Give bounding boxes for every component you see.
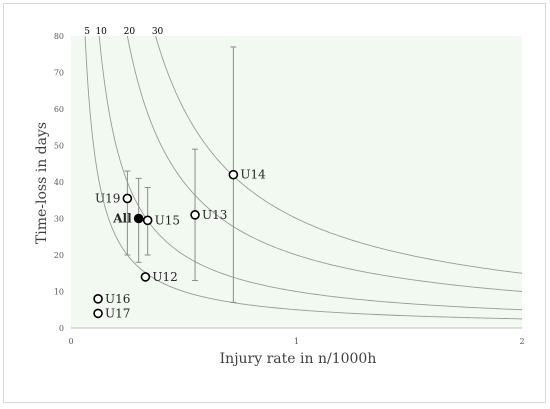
iso-curve-label-30: 30: [152, 27, 164, 37]
point-U15: [142, 215, 153, 226]
point-U14: [228, 169, 239, 180]
point-label-U13: U13: [202, 208, 227, 222]
data-points: [93, 169, 239, 319]
x-axis-title: Injury rate in n/1000h: [220, 351, 377, 367]
point-U12: [140, 272, 151, 282]
iso-curve-10: [98, 35, 523, 311]
y-tick-label: 10: [54, 288, 64, 297]
point-label-All: All: [112, 212, 132, 226]
point-U13: [190, 210, 200, 220]
y-tick-label: 20: [54, 251, 64, 260]
point-label-U16: U16: [105, 292, 130, 306]
x-tick-label: 2: [519, 337, 524, 346]
point-label-U12: U12: [152, 270, 177, 284]
x-tick-label: 0: [68, 337, 73, 346]
iso-curve-20: [126, 35, 523, 292]
y-tick-label: 50: [54, 142, 64, 151]
point-label-U14: U14: [240, 168, 266, 182]
point-label-U17: U17: [105, 306, 130, 320]
y-tick-label: 60: [54, 105, 64, 114]
iso-curve-label-10: 10: [95, 27, 107, 37]
point-label-U15: U15: [155, 213, 180, 227]
y-tick-label: 70: [54, 69, 64, 78]
point-All: [133, 213, 144, 224]
y-tick-label: 0: [59, 324, 64, 333]
iso-curves: 5 10 20 30: [84, 27, 523, 320]
point-U19: [122, 193, 133, 204]
point-U17: [93, 308, 103, 319]
y-tick-label: 30: [54, 215, 64, 224]
iso-curve-30: [155, 35, 523, 274]
y-axis-title: Time-loss in days: [34, 122, 50, 244]
iso-curve-label-5: 5: [84, 27, 90, 37]
y-tick-label: 40: [54, 178, 64, 187]
point-U16: [93, 293, 103, 304]
x-tick-label: 1: [294, 337, 299, 346]
iso-curve-label-20: 20: [124, 27, 136, 37]
y-tick-label: 80: [54, 32, 64, 41]
point-label-U19: U19: [95, 191, 120, 205]
iso-curve-5: [84, 35, 523, 320]
